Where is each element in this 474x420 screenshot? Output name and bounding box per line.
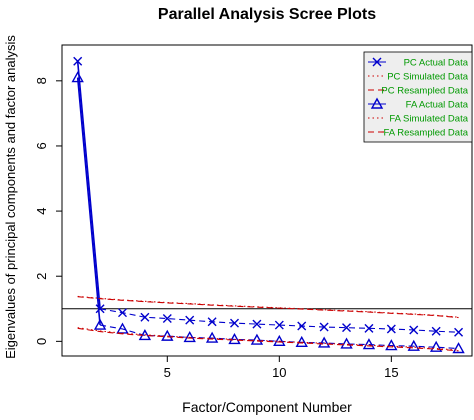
data-point: [140, 312, 150, 322]
data-point: [429, 340, 443, 352]
y-tick-label: 2: [34, 273, 49, 280]
legend-label: FA Resampled Data: [384, 128, 469, 139]
data-point: [431, 326, 441, 336]
data-point: [117, 308, 127, 318]
series-5: [77, 327, 459, 351]
data-point: [162, 314, 172, 324]
data-point: [250, 333, 264, 345]
data-point: [228, 332, 241, 345]
legend-item: FA Simulated Data: [368, 114, 469, 125]
legend-marker: [372, 57, 382, 67]
legend-label: FA Simulated Data: [389, 114, 468, 125]
data-point: [273, 334, 286, 347]
plot-frame: [61, 44, 473, 357]
data-point: [205, 331, 219, 343]
y-axis-label: Eigenvalues of principal components and …: [3, 35, 18, 359]
series-line: [77, 327, 459, 352]
y-tick-label: 8: [34, 77, 49, 84]
data-point: [364, 323, 374, 333]
data-point: [452, 342, 465, 354]
data-point: [252, 319, 262, 329]
data-point: [342, 323, 352, 333]
data-point: [407, 339, 420, 351]
legend-label: PC Actual Data: [404, 58, 469, 69]
legend-item: FA Resampled Data: [368, 128, 469, 139]
data-point: [207, 317, 217, 327]
data-point: [319, 322, 329, 332]
series-line-steep: [76, 61, 101, 309]
data-point: [295, 335, 308, 348]
data-point: [362, 338, 376, 350]
y-tick-label: 6: [34, 142, 49, 149]
legend-label: FA Actual Data: [406, 100, 469, 111]
data-point: [340, 337, 353, 349]
data-point: [274, 320, 284, 330]
data-point: [385, 339, 398, 351]
series-line: [77, 296, 459, 319]
series-line: [99, 308, 459, 333]
legend-box: [363, 51, 473, 143]
x-tick-label: 15: [384, 365, 398, 380]
legend-item: FA Actual Data: [368, 97, 469, 111]
legend-label: PC Simulated Data: [387, 72, 469, 83]
series-6: [77, 327, 459, 352]
data-point: [95, 304, 105, 314]
legend-item: PC Actual Data: [368, 58, 469, 69]
data-point: [454, 327, 464, 337]
data-point: [386, 324, 396, 334]
data-point: [230, 318, 240, 328]
y-tick-label: 4: [34, 207, 49, 214]
y-tick-label: 0: [34, 338, 49, 345]
data-point: [317, 336, 331, 348]
chart-title: Parallel Analysis Scree Plots: [158, 6, 376, 23]
legend-item: PC Simulated Data: [368, 72, 469, 83]
x-axis-label: Factor/Component Number: [182, 399, 352, 415]
data-point: [71, 71, 84, 83]
series-line: [77, 327, 459, 351]
x-tick-label: 5: [164, 365, 171, 380]
data-point: [183, 330, 196, 343]
legend-marker: [370, 97, 384, 109]
legend-label: PC Resampled Data: [381, 86, 468, 97]
series-3: [77, 296, 459, 319]
data-point: [185, 315, 195, 325]
series-1: [73, 56, 464, 337]
data-point: [297, 321, 307, 331]
x-tick-label: 10: [272, 365, 286, 380]
data-point: [73, 56, 83, 66]
legend-item: PC Resampled Data: [368, 86, 469, 97]
data-point: [161, 329, 174, 341]
data-point: [93, 318, 107, 330]
data-point: [409, 325, 419, 335]
series-line-steep: [76, 77, 101, 326]
